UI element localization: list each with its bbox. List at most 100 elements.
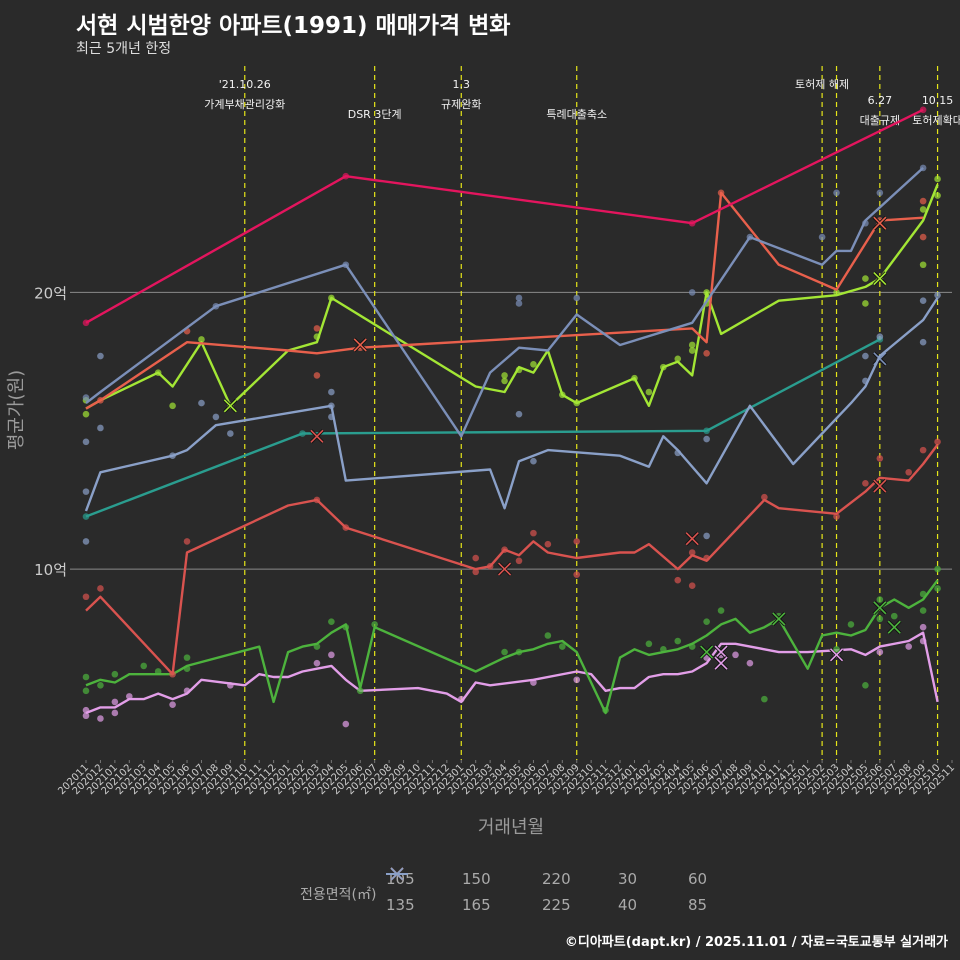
data-point <box>328 651 335 659</box>
series-30 <box>82 623 939 728</box>
event-label: 가계부채관리강화 <box>204 98 285 111</box>
data-point <box>919 297 927 305</box>
data-point <box>833 189 840 197</box>
data-point <box>862 480 869 487</box>
data-point <box>342 720 350 728</box>
data-point <box>674 355 682 363</box>
data-point <box>530 529 537 537</box>
series-line <box>85 631 939 715</box>
data-point <box>573 571 581 578</box>
data-point <box>919 197 927 205</box>
data-point <box>515 300 523 307</box>
data-point <box>919 446 927 454</box>
chart-title: 서현 시범한양 아파트(1991) 매매가격 변화 <box>76 13 511 39</box>
cross-marker <box>310 429 324 443</box>
data-point <box>82 712 90 720</box>
series-line <box>85 191 924 410</box>
legend-label: 165 <box>462 896 491 914</box>
legend-key-icon <box>386 867 408 881</box>
data-point <box>82 394 90 401</box>
legend-label: 220 <box>542 870 571 888</box>
data-point <box>905 468 912 476</box>
cross-marker <box>685 532 699 546</box>
data-point <box>688 582 696 589</box>
series-105 <box>82 336 884 520</box>
event-label: 10.15 <box>922 94 954 107</box>
data-point <box>876 189 884 197</box>
data-point <box>82 593 90 601</box>
series-line <box>85 184 939 410</box>
data-point <box>688 341 696 349</box>
data-point <box>313 325 321 332</box>
data-point <box>919 233 927 241</box>
legend-item-60: 60 <box>386 866 748 892</box>
series-85 <box>82 291 941 545</box>
data-point <box>198 399 205 407</box>
data-point <box>862 681 869 689</box>
data-point <box>573 538 581 545</box>
data-point <box>674 637 682 645</box>
event-label: 6.27 <box>868 94 893 107</box>
data-point <box>717 607 725 614</box>
event-label: '21.10.26 <box>219 78 271 91</box>
data-point <box>876 615 884 623</box>
source-credit: ©디아파트(dapt.kr) / 2025.11.01 / 자료=국토교통부 실… <box>564 935 948 950</box>
legend-title: 전용면적(㎡) <box>300 887 377 903</box>
legend-item-150: 150 <box>386 866 542 892</box>
cross-marker <box>223 399 237 413</box>
cross-marker <box>873 216 887 230</box>
data-point <box>97 585 104 592</box>
data-point <box>501 648 508 656</box>
data-point <box>472 554 480 562</box>
data-point <box>313 372 321 379</box>
cross-marker <box>498 562 512 576</box>
data-point <box>328 388 335 396</box>
legend-item-40: 40 <box>386 867 688 918</box>
data-point <box>876 648 884 656</box>
data-point <box>515 294 523 302</box>
data-point <box>82 438 90 446</box>
data-point <box>674 576 682 584</box>
data-point <box>544 632 552 639</box>
data-point <box>919 206 927 213</box>
event-label: DSR 3단계 <box>348 108 402 121</box>
data-point <box>544 540 552 548</box>
legend-item-220: 220 <box>386 866 618 892</box>
data-point <box>515 557 523 565</box>
data-point <box>140 662 148 670</box>
series-150 <box>85 189 927 410</box>
data-point <box>847 621 855 628</box>
data-point <box>212 413 220 421</box>
data-point <box>703 349 710 357</box>
data-point <box>501 377 508 385</box>
event-label: 규제완화 <box>441 98 481 111</box>
x-axis-title: 거래년월 <box>478 817 544 838</box>
series-line <box>85 108 924 324</box>
legend-label: 40 <box>618 896 638 914</box>
legend-items: 105 135 150 165 220 225 30 40 60 85 <box>386 866 748 918</box>
data-point <box>328 618 335 625</box>
data-point <box>934 291 941 299</box>
cross-marker <box>873 479 887 493</box>
cross-marker <box>772 612 786 626</box>
series-line <box>85 167 924 438</box>
data-point <box>688 549 696 556</box>
data-point <box>169 402 176 410</box>
data-point <box>82 673 90 681</box>
series-135 <box>82 175 941 418</box>
data-point <box>833 646 840 653</box>
legend-item-30: 30 <box>386 866 688 892</box>
data-point <box>688 347 696 354</box>
data-point <box>761 695 768 703</box>
series-60 <box>82 429 941 678</box>
data-point <box>227 430 234 437</box>
cross-marker <box>714 656 728 670</box>
data-point <box>833 513 840 520</box>
data-point <box>818 233 826 241</box>
legend-label: 150 <box>462 870 491 888</box>
data-point <box>688 289 696 296</box>
cross-marker <box>887 620 901 634</box>
y-tick-label: 20억 <box>34 284 67 302</box>
series-165 <box>82 164 927 438</box>
data-point <box>919 623 927 631</box>
